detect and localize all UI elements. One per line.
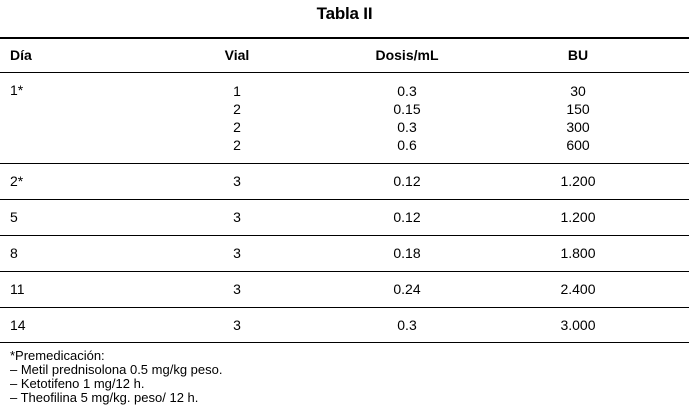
cell-bu: 1.800 xyxy=(560,245,596,261)
cell-dia: 8 xyxy=(10,245,18,261)
footnotes: *Premedicación: – Metil prednisolona 0.5… xyxy=(10,349,222,405)
cell-vial: 1 xyxy=(233,83,241,99)
cell-dosis: 0.3 xyxy=(397,83,417,99)
table-bottom-rule xyxy=(0,342,689,343)
footnote-item: – Theofilina 5 mg/kg. peso/ 12 h. xyxy=(10,390,199,405)
cell-vial: 3 xyxy=(233,173,241,189)
cell-dia: 1* xyxy=(10,82,24,98)
cell-bu: 30 xyxy=(570,83,586,99)
table-top-rule xyxy=(0,37,689,39)
cell-dosis: 0.24 xyxy=(393,281,421,297)
cell-dosis-stack: 0.3 0.15 0.3 0.6 xyxy=(357,82,457,154)
cell-dia: 2* xyxy=(10,173,24,189)
cell-dosis: 0.3 xyxy=(397,119,417,135)
cell-vial-stack: 1 2 2 2 xyxy=(187,82,287,154)
cell-dosis: 0.12 xyxy=(393,173,421,189)
cell-vial: 3 xyxy=(233,317,241,333)
cell-dia: 11 xyxy=(10,281,25,297)
cell-vial: 2 xyxy=(233,119,241,135)
row-rule xyxy=(0,271,689,272)
row-rule xyxy=(0,199,689,200)
cell-dosis: 0.15 xyxy=(393,101,421,117)
footnote-item: – Metil prednisolona 0.5 mg/kg peso. xyxy=(10,362,223,377)
cell-dosis: 0.12 xyxy=(393,209,421,225)
header-dia: Día xyxy=(10,47,32,63)
cell-bu: 2.400 xyxy=(560,281,596,297)
cell-bu: 3.000 xyxy=(560,317,596,333)
cell-bu: 600 xyxy=(566,137,590,153)
header-rule xyxy=(0,72,689,73)
cell-dosis: 0.3 xyxy=(397,317,417,333)
cell-vial: 3 xyxy=(233,281,241,297)
cell-dia: 5 xyxy=(10,209,18,225)
header-vial: Vial xyxy=(224,47,250,63)
cell-bu-stack: 30 150 300 600 xyxy=(528,82,628,154)
cell-vial: 2 xyxy=(233,137,241,153)
row-rule xyxy=(0,163,689,164)
cell-vial: 3 xyxy=(233,245,241,261)
header-dosis: Dosis/mL xyxy=(375,47,439,63)
header-bu: BU xyxy=(567,47,589,63)
footnote-heading: *Premedicación: xyxy=(10,348,105,363)
cell-vial: 2 xyxy=(233,101,241,117)
cell-bu: 150 xyxy=(566,101,590,117)
cell-bu: 300 xyxy=(566,119,590,135)
cell-vial: 3 xyxy=(233,209,241,225)
footnote-item: – Ketotifeno 1 mg/12 h. xyxy=(10,376,145,391)
row-rule xyxy=(0,235,689,236)
row-rule xyxy=(0,307,689,308)
table-title: Tabla II xyxy=(316,4,373,23)
cell-bu: 1.200 xyxy=(560,173,596,189)
cell-dosis: 0.18 xyxy=(393,245,421,261)
cell-bu: 1.200 xyxy=(560,209,596,225)
cell-dia: 14 xyxy=(10,317,26,333)
cell-dosis: 0.6 xyxy=(397,137,417,153)
